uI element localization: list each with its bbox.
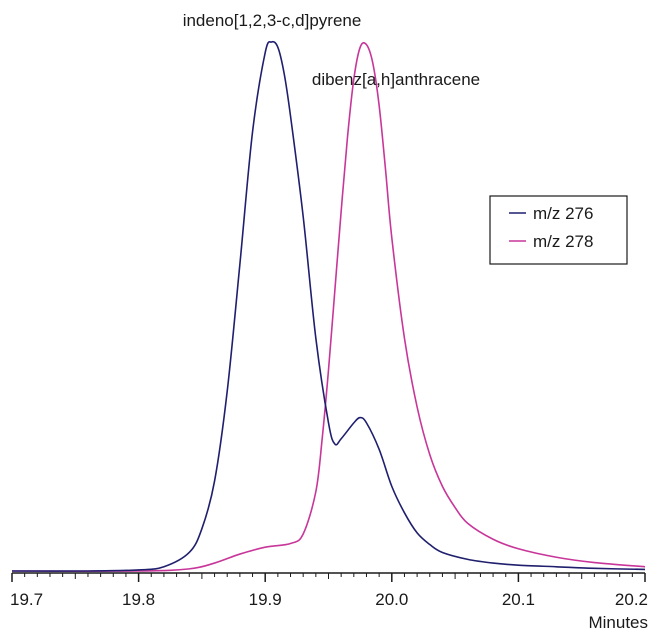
- x-axis-title: Minutes: [588, 613, 648, 630]
- peak-label: dibenz[a,h]anthracene: [312, 70, 480, 89]
- series-line-m-z-276: [11, 40, 646, 572]
- legend-label: m/z 276: [533, 204, 593, 223]
- x-tick-label: 20.1: [502, 590, 535, 609]
- legend-box: [489, 195, 628, 265]
- x-axis-ticks: 19.7 19.8 19.9 20.0 20.1 20.2: [10, 573, 648, 609]
- x-tick-label: 19.8: [122, 590, 155, 609]
- series-lines: [11, 40, 646, 572]
- legend-label: m/z 278: [533, 232, 593, 251]
- series-line-m-z-278: [11, 42, 646, 572]
- peak-label: indeno[1,2,3-c,d]pyrene: [183, 11, 362, 30]
- x-tick-label: 20.2: [615, 590, 648, 609]
- legend: m/z 276 m/z 278: [489, 195, 628, 265]
- x-tick-label: 19.7: [10, 590, 43, 609]
- x-tick-label: 19.9: [249, 590, 282, 609]
- peak-annotations: indeno[1,2,3-c,d]pyrene dibenz[a,h]anthra…: [183, 11, 480, 89]
- x-tick-label: 20.0: [375, 590, 408, 609]
